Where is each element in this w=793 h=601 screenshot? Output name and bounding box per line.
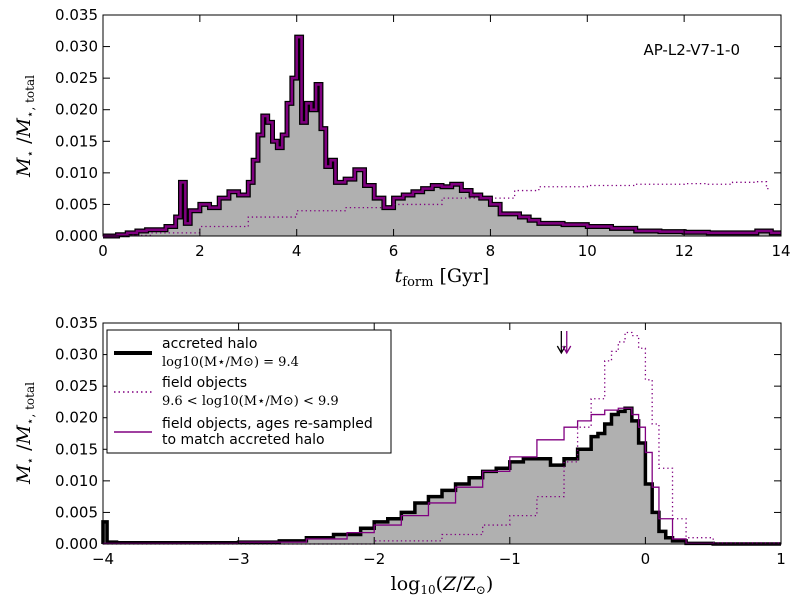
median-arrow-1-head [562, 345, 572, 355]
bottom-xtick-label: −1 [499, 550, 521, 568]
bottom-series-1-line [102, 407, 781, 545]
top-series-0-fill [103, 37, 781, 236]
top-xtick-label: 2 [195, 242, 205, 260]
bottom-ytick-label: 0.030 [55, 346, 98, 364]
top-ytick-label: 0.005 [55, 195, 98, 213]
bottom-series-0-fill [103, 408, 781, 544]
legend-sub-field: 9.6 < log10(M⋆/M⊙) < 9.9 [162, 394, 339, 409]
bottom-plot-area [101, 331, 781, 546]
bottom-ytick-label: 0.015 [55, 440, 98, 458]
bottom-ytick-label: 0.020 [55, 409, 98, 427]
top-series-0-line [103, 35, 781, 238]
top-panel: 0 2 4 6 8 10 12 14 0.0000.0050.0100.0150.0200.0… [13, 6, 791, 290]
bottom-xtick-label: −3 [228, 550, 250, 568]
top-ytick-label: 0.010 [55, 164, 98, 182]
bottom-ytick-label: 0.010 [55, 472, 98, 490]
legend-box [106, 329, 392, 454]
top-axes-frame [102, 14, 782, 237]
bottom-x-axis-label: log10(Z/Z⊙) [391, 573, 494, 597]
top-ytick-label: 0.030 [55, 38, 98, 56]
bottom-ytick-label: 0.000 [55, 535, 98, 553]
bottom-ytick-label: 0.025 [55, 377, 98, 395]
legend-sub-accreted: log10(M⋆/M⊙) = 9.4 [162, 355, 299, 370]
top-xtick-label: 12 [675, 242, 694, 260]
bottom-median-arrows [556, 331, 572, 355]
bottom-axes-frame [102, 322, 782, 545]
top-xtick-label: 6 [389, 242, 399, 260]
bottom-y-axis-label: M⋆ /M⋆, total [13, 382, 37, 485]
top-xtick-label: 4 [292, 242, 302, 260]
top-ytick-label: 0.000 [55, 227, 98, 245]
bottom-series-0-line [101, 406, 781, 546]
bottom-xtick-label: 1 [776, 550, 786, 568]
legend: accreted halo log10(M⋆/M⊙) = 9.4 field o… [106, 329, 392, 454]
legend-label-field: field objects [162, 375, 247, 391]
bottom-panel: −4 −3 −2 −1 0 1 0.000 0.005 0.010 0.015 0.020 0.02… [13, 314, 786, 597]
top-ytick-label: 0.025 [55, 69, 98, 87]
bottom-y-ticks: 0.000 0.005 0.010 0.015 0.020 0.025 0.030 0.035 [55, 314, 781, 553]
bottom-x-ticks: −4 −3 −2 −1 0 1 [92, 323, 786, 568]
top-y-axis-label: M⋆ /M⋆, total [13, 75, 37, 178]
bottom-xtick-label: 0 [641, 550, 651, 568]
bottom-ytick-label: 0.035 [55, 314, 98, 332]
top-plot-area [103, 34, 781, 239]
top-annotation: AP-L2-V7-1-0 [643, 41, 740, 59]
top-xtick-label: 10 [578, 242, 597, 260]
bottom-xtick-label: −4 [92, 550, 114, 568]
top-xtick-label: 8 [486, 242, 496, 260]
legend-sub-resampled: to match accreted halo [162, 432, 325, 448]
legend-label-resampled: field objects, ages re-sampled [162, 416, 373, 432]
top-ytick-label: 0.015 [55, 132, 98, 150]
top-y-ticks: 0.000 0.005 0.010 0.015 0.020 0.025 0.030 0.035 [55, 6, 781, 245]
bottom-ytick-label: 0.005 [55, 503, 98, 521]
top-xtick-label: 14 [771, 242, 790, 260]
top-x-axis-label: tform [Gyr] [395, 265, 490, 290]
legend-label-accreted: accreted halo [162, 336, 257, 352]
top-x-ticks: 0 2 4 6 8 10 12 14 [98, 15, 791, 260]
bottom-xtick-label: −2 [363, 550, 385, 568]
top-xtick-label: 0 [98, 242, 108, 260]
top-ytick-label: 0.020 [55, 101, 98, 119]
top-ytick-label: 0.035 [55, 6, 98, 24]
